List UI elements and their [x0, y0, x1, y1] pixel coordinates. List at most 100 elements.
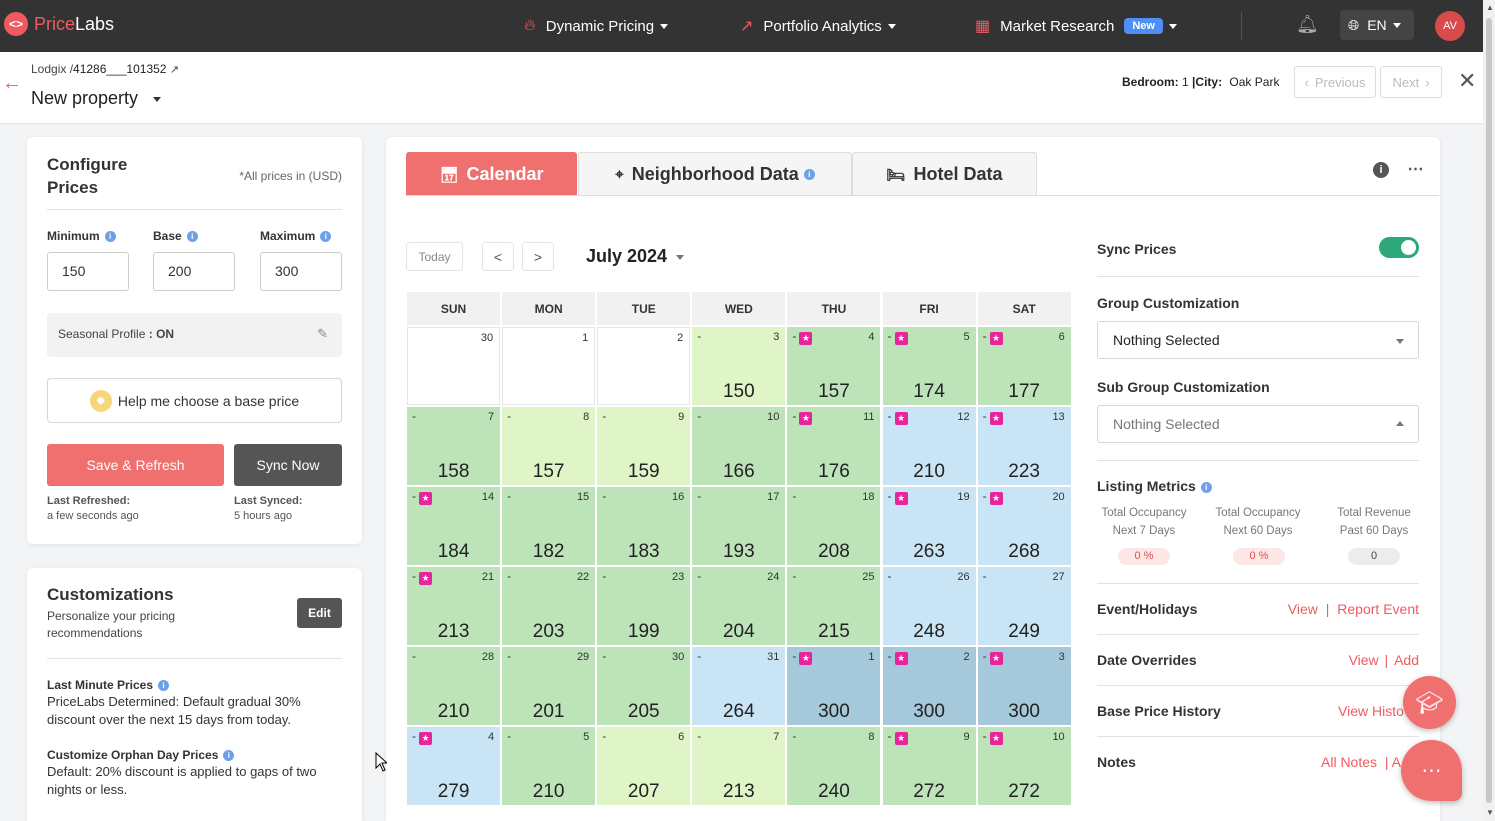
calendar-day-cell[interactable]: - ★ 19 263 — [882, 487, 976, 565]
calendar-day-cell[interactable]: - 24 204 — [692, 567, 786, 645]
calendar-day-cell[interactable]: - 7 213 — [692, 727, 786, 805]
calendar-day-cell[interactable]: - 31 264 — [692, 647, 786, 725]
prev-month-button[interactable]: < — [482, 242, 514, 271]
save-refresh-button[interactable]: Save & Refresh — [47, 444, 224, 486]
edit-button[interactable]: Edit — [297, 598, 342, 628]
info-icon[interactable]: i — [803, 169, 815, 180]
day-price: 203 — [532, 621, 565, 642]
more-options-icon[interactable]: ⋯ — [1407, 161, 1424, 178]
calendar-day-cell[interactable]: - ★ 6 177 — [977, 327, 1071, 405]
calendar-day-cell[interactable]: - 29 201 — [502, 647, 596, 725]
calendar-day-cell[interactable]: - 8 240 — [787, 727, 881, 805]
next-month-button[interactable]: > — [522, 242, 554, 271]
calendar-day-cell[interactable]: - 10 166 — [692, 407, 786, 485]
info-icon[interactable]: i — [223, 750, 235, 762]
overrides-view-link[interactable]: View — [1348, 652, 1379, 668]
tab-hotel-data[interactable]: 🛏︎ Hotel Data — [852, 152, 1037, 196]
calendar-day-cell[interactable]: - ★ 4 279 — [407, 727, 501, 805]
previous-button[interactable]: ‹ Previous — [1294, 66, 1376, 98]
scroll-down-icon[interactable]: ▼ — [1486, 808, 1494, 817]
nav-market-research[interactable]: ▦ Market Research New — [975, 0, 1177, 52]
calendar-day-cell[interactable]: - 16 183 — [597, 487, 691, 565]
calendar-day-cell[interactable]: - ★ 12 210 — [882, 407, 976, 485]
all-notes-link[interactable]: All Notes — [1321, 754, 1378, 770]
calendar-day-cell[interactable]: - 5 210 — [502, 727, 596, 805]
calendar-day-cell[interactable]: - 9 159 — [597, 407, 691, 485]
info-icon[interactable]: i — [104, 231, 116, 243]
scrollbar-thumb[interactable] — [1486, 18, 1492, 803]
pricelabs-logo[interactable]: <> PriceLabs — [4, 12, 114, 36]
info-icon[interactable]: i — [1200, 481, 1212, 493]
calendar-day-cell[interactable]: - ★ 14 184 — [407, 487, 501, 565]
tab-calendar[interactable]: 📅︎ Calendar — [406, 152, 577, 196]
group-customization-dropdown[interactable]: Nothing Selected — [1097, 321, 1419, 359]
graduation-cap-icon[interactable]: 🎓︎ — [1403, 676, 1456, 729]
next-button[interactable]: Next › — [1380, 66, 1442, 98]
view-history-link[interactable]: View Histo — [1338, 703, 1404, 719]
calendar-day-cell[interactable]: - 8 157 — [502, 407, 596, 485]
info-icon[interactable]: i — [320, 231, 332, 243]
nav-portfolio-analytics[interactable]: ↗ Portfolio Analytics — [740, 0, 896, 52]
calendar-day-cell[interactable]: - ★ 21 213 — [407, 567, 501, 645]
property-selector[interactable]: New property — [31, 88, 162, 109]
calendar-day-cell[interactable]: - 15 182 — [502, 487, 596, 565]
calendar-day-cell[interactable]: - 3 150 — [692, 327, 786, 405]
breadcrumb-listing-id[interactable]: 41286___101352 — [73, 62, 167, 76]
calendar-day-cell[interactable]: - 18 208 — [787, 487, 881, 565]
calendar-day-cell[interactable]: - ★ 20 268 — [977, 487, 1071, 565]
calendar-day-cell[interactable]: - 30 205 — [597, 647, 691, 725]
nav-dynamic-pricing[interactable]: 🔥︎ Dynamic Pricing — [524, 0, 669, 52]
sync-now-button[interactable]: Sync Now — [234, 444, 342, 486]
tab-neighborhood-data[interactable]: ⌖ Neighborhood Data i — [578, 152, 852, 196]
sub-group-customization-dropdown[interactable]: Nothing Selected — [1097, 405, 1419, 443]
calendar-day-cell[interactable]: - 6 207 — [597, 727, 691, 805]
calendar-day-cell[interactable]: - ★ 2 300 — [882, 647, 976, 725]
calendar-day-cell[interactable]: - ★ 10 272 — [977, 727, 1071, 805]
calendar-day-cell[interactable]: 30 — [407, 327, 501, 405]
day-price: 150 — [722, 381, 755, 402]
sync-prices-toggle[interactable] — [1379, 237, 1419, 258]
overrides-add-link[interactable]: Add — [1394, 652, 1419, 668]
close-icon[interactable]: ✕ — [1458, 68, 1477, 93]
calendar-day-cell[interactable]: - ★ 13 223 — [977, 407, 1071, 485]
info-icon[interactable]: i — [186, 231, 198, 243]
calendar-day-cell[interactable]: - 23 199 — [597, 567, 691, 645]
scroll-up-icon[interactable]: ▲ — [1486, 3, 1494, 12]
external-link-icon[interactable]: ↗ — [169, 64, 180, 76]
base-label: Base i — [153, 229, 198, 243]
month-selector[interactable]: July 2024 — [586, 246, 685, 267]
calendar-day-cell[interactable]: - ★ 4 157 — [787, 327, 881, 405]
calendar-day-cell[interactable]: - 26 248 — [882, 567, 976, 645]
avatar[interactable]: AV — [1435, 11, 1465, 41]
calendar-day-cell[interactable]: - ★ 5 174 — [882, 327, 976, 405]
calendar-day-cell[interactable]: - 27 249 — [977, 567, 1071, 645]
calendar-day-cell[interactable]: - ★ 1 300 — [787, 647, 881, 725]
info-icon[interactable]: i — [1373, 161, 1389, 178]
calendar-day-cell[interactable]: - ★ 3 300 — [977, 647, 1071, 725]
calendar-day-cell[interactable]: 1 — [502, 327, 596, 405]
day-number: 25 — [862, 571, 875, 583]
bell-icon[interactable]: 🔔︎ — [1296, 14, 1319, 34]
calendar-day-cell[interactable]: - 17 193 — [692, 487, 786, 565]
calendar-day-cell[interactable]: 2 — [597, 327, 691, 405]
base-price-input[interactable]: 200 — [153, 252, 235, 291]
calendar-day-cell[interactable]: - ★ 9 272 — [882, 727, 976, 805]
calendar-day-cell[interactable]: - 28 210 — [407, 647, 501, 725]
today-button[interactable]: Today — [406, 242, 463, 271]
calendar-day-cell[interactable]: - 22 203 — [502, 567, 596, 645]
chat-icon[interactable]: ⋯ — [1401, 740, 1462, 801]
minimum-price-input[interactable]: 150 — [47, 252, 129, 291]
help-choose-base-price-button[interactable]: ✹ Help me choose a base price — [47, 378, 342, 423]
pencil-icon[interactable]: ✎ — [317, 326, 328, 341]
calendar-day-cell[interactable]: - 7 158 — [407, 407, 501, 485]
calendar-day-cell[interactable]: - 25 215 — [787, 567, 881, 645]
events-view-link[interactable]: View — [1287, 601, 1318, 617]
divider — [1097, 460, 1419, 461]
info-icon[interactable]: i — [158, 680, 170, 692]
report-event-link[interactable]: Report Event — [1337, 601, 1419, 617]
calendar-day-cell[interactable]: - ★ 11 176 — [787, 407, 881, 485]
language-selector[interactable]: 🌐︎ EN — [1340, 10, 1414, 40]
min-stay-dash: - — [412, 489, 416, 503]
back-arrow-icon[interactable]: ← — [2, 72, 22, 94]
maximum-price-input[interactable]: 300 — [260, 252, 342, 291]
